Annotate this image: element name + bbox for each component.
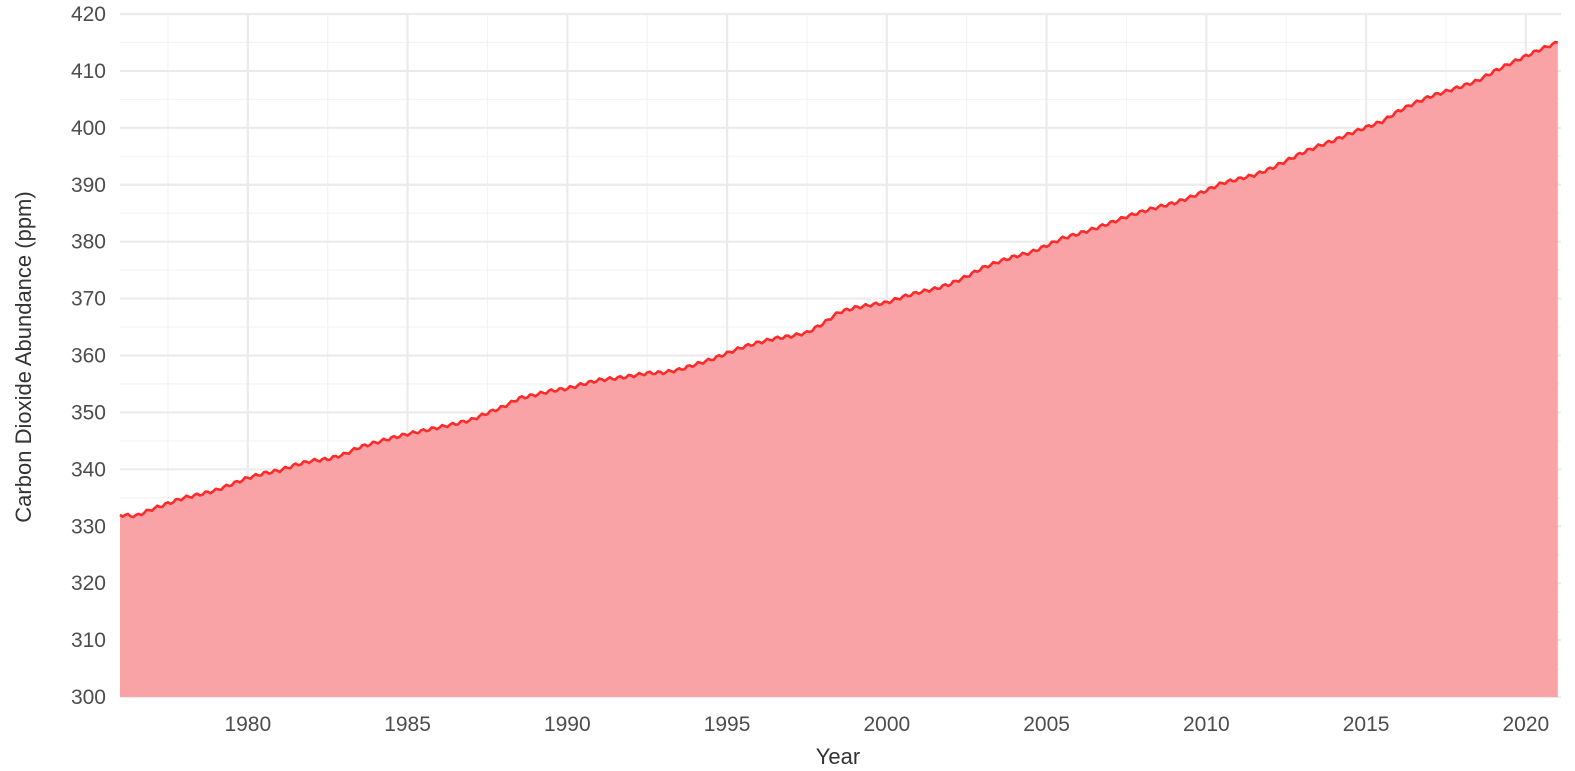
x-tick-label: 1985 bbox=[384, 713, 431, 736]
x-tick-label: 2000 bbox=[863, 713, 910, 736]
x-tick-label: 2020 bbox=[1502, 713, 1549, 736]
x-tick-label: 1990 bbox=[544, 713, 591, 736]
y-tick-label: 360 bbox=[71, 345, 106, 368]
y-tick-label: 400 bbox=[71, 117, 106, 140]
x-tick-label: 2010 bbox=[1183, 713, 1230, 736]
y-tick-label: 380 bbox=[71, 231, 106, 254]
y-tick-label: 420 bbox=[71, 3, 106, 26]
y-tick-label: 350 bbox=[71, 401, 106, 424]
x-tick-label: 1980 bbox=[224, 713, 271, 736]
y-tick-label: 310 bbox=[71, 629, 106, 652]
x-axis-title: Year bbox=[816, 744, 860, 769]
series-area-0 bbox=[120, 42, 1558, 698]
y-tick-label: 330 bbox=[71, 515, 106, 538]
y-tick-label: 390 bbox=[71, 174, 106, 197]
tick-labels: 300 310 320 330 340 350 360 370 380 390 400 410 420 1… bbox=[71, 3, 1549, 736]
y-tick-label: 410 bbox=[71, 60, 106, 83]
x-tick-label: 1995 bbox=[704, 713, 751, 736]
y-axis-title: Carbon Dioxide Abundance (ppm) bbox=[11, 191, 36, 522]
series-line-0 bbox=[119, 40, 1558, 519]
x-tick-label: 2015 bbox=[1343, 713, 1390, 736]
y-tick-label: 340 bbox=[71, 458, 106, 481]
y-tick-label: 300 bbox=[71, 686, 106, 709]
x-tick-label: 2005 bbox=[1023, 713, 1070, 736]
series-layer bbox=[119, 40, 1558, 698]
y-tick-label: 320 bbox=[71, 572, 106, 595]
y-tick-label: 370 bbox=[71, 288, 106, 311]
